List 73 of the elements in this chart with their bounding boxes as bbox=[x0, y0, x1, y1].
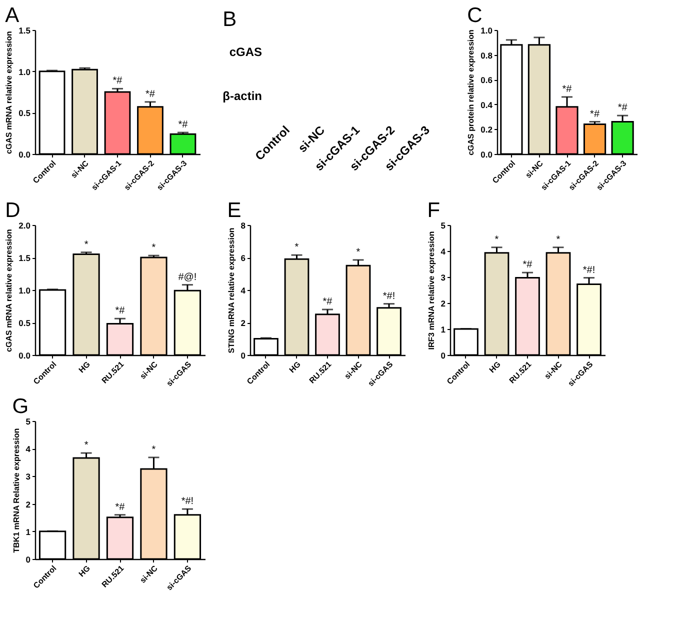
y-tick-label: 2.0 bbox=[18, 220, 31, 230]
annotation: *# bbox=[322, 296, 333, 308]
category-label: cGAS bbox=[229, 45, 262, 59]
y-tick-label: 2 bbox=[26, 499, 31, 510]
chart-title: D bbox=[5, 199, 20, 222]
y-tick-label: 5 bbox=[26, 416, 31, 426]
annotation: * bbox=[294, 242, 299, 254]
y-tick-label: 3 bbox=[440, 272, 446, 282]
y-tick-label: 0.0 bbox=[18, 150, 31, 160]
annotation: *# bbox=[178, 120, 188, 131]
chart-title: G bbox=[12, 395, 29, 418]
y-tick-label: 0 bbox=[240, 350, 246, 360]
y-tick-label: 2 bbox=[440, 298, 446, 308]
y-tick-label: 1.5 bbox=[18, 253, 31, 263]
annotation: * bbox=[84, 239, 88, 250]
x-tick-label: HG bbox=[288, 360, 302, 375]
y-tick-label: 1 bbox=[26, 526, 31, 537]
annotation: *# bbox=[146, 88, 156, 100]
y-tick-label: 0.0 bbox=[18, 350, 31, 360]
y-tick-label: 1 bbox=[440, 324, 446, 334]
y-tick-label: 0.0 bbox=[480, 150, 493, 160]
y-tick-label: 0.4 bbox=[480, 100, 493, 110]
chart-title: F bbox=[427, 199, 440, 222]
y-tick-label: 0 bbox=[26, 554, 31, 564]
annotation: * bbox=[152, 242, 156, 254]
y-tick-label: 1.0 bbox=[18, 286, 31, 296]
x-tick-label: HG bbox=[488, 360, 502, 375]
chart-title: A bbox=[5, 4, 20, 27]
x-tick-label: HG bbox=[77, 360, 92, 375]
text: B bbox=[222, 8, 237, 31]
y-tick-label: 4 bbox=[440, 246, 446, 256]
annotation: * bbox=[356, 246, 360, 258]
y-axis-title: TBK1 mRNA Relative expression bbox=[12, 428, 21, 553]
y-tick-label: 2 bbox=[240, 318, 246, 328]
annotation: *#! bbox=[181, 496, 194, 508]
annotation: *# bbox=[115, 502, 126, 513]
y-tick-label: 5 bbox=[440, 220, 446, 230]
annotation: #@! bbox=[178, 272, 197, 283]
annotation: * bbox=[556, 234, 560, 246]
y-tick-label: 3 bbox=[26, 472, 31, 482]
y-tick-label: 1.0 bbox=[18, 66, 31, 77]
y-tick-label: 4 bbox=[240, 286, 246, 296]
chart-title: C bbox=[467, 4, 482, 27]
y-axis-title: cGAS protein relative expression bbox=[466, 29, 476, 156]
annotation: *# bbox=[115, 306, 126, 317]
y-tick-label: 0.6 bbox=[480, 75, 493, 86]
y-tick-label: 0.5 bbox=[18, 108, 31, 118]
y-tick-label: 0 bbox=[440, 350, 446, 360]
annotation: *# bbox=[590, 108, 600, 120]
annotation: *# bbox=[562, 84, 572, 95]
annotation: *# bbox=[112, 76, 123, 87]
y-axis-title: STING mRNA relative expression bbox=[226, 228, 236, 354]
y-axis-title: IRF3 mRNA relative expression bbox=[426, 231, 436, 350]
y-axis-title: cGAS mRNA relative expression bbox=[4, 228, 14, 352]
x-tick-label: HG bbox=[77, 564, 92, 579]
annotation: *# bbox=[618, 102, 628, 114]
category-label: β-actin bbox=[222, 89, 262, 103]
annotation: *#! bbox=[582, 264, 596, 276]
annotation: *# bbox=[522, 260, 533, 271]
y-tick-label: 6 bbox=[240, 253, 246, 263]
y-tick-label: 1.0 bbox=[480, 26, 493, 36]
y-tick-label: 4 bbox=[26, 444, 31, 454]
annotation: * bbox=[84, 440, 88, 452]
y-tick-label: 8 bbox=[240, 220, 246, 230]
y-tick-label: 0.2 bbox=[480, 124, 493, 135]
chart-title: E bbox=[227, 199, 242, 222]
annotation: *#! bbox=[382, 290, 396, 302]
y-tick-label: 1.5 bbox=[18, 26, 31, 36]
y-axis-title: cGAS mRNA relative expression bbox=[4, 30, 14, 154]
y-tick-label: 0.5 bbox=[18, 318, 31, 328]
annotation: * bbox=[494, 234, 499, 246]
annotation: * bbox=[152, 444, 156, 456]
y-tick-label: 0.8 bbox=[480, 50, 493, 60]
